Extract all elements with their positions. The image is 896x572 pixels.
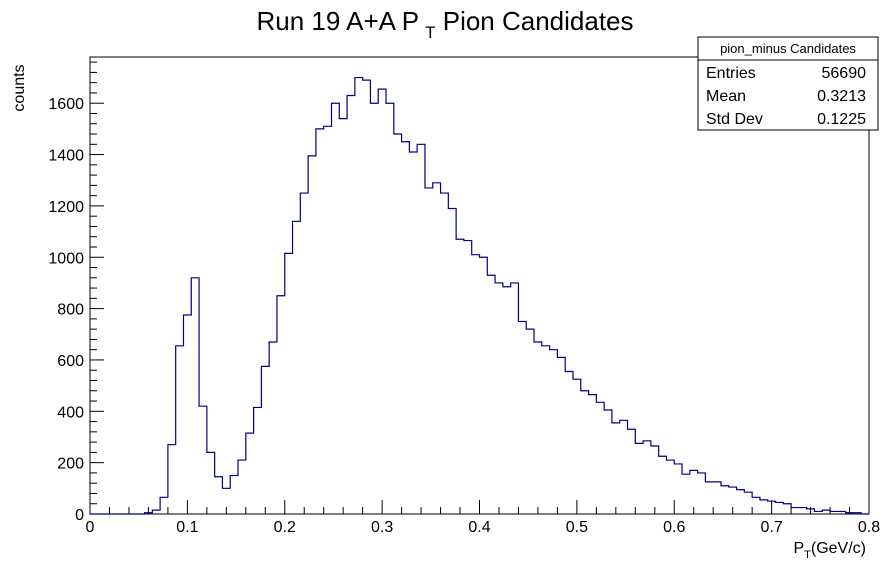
y-tick-label: 600 xyxy=(57,353,84,370)
x-tick-label: 0.4 xyxy=(468,519,490,536)
y-tick-label: 1000 xyxy=(48,250,84,267)
y-tick-label: 1200 xyxy=(48,199,84,216)
y-tick-label: 400 xyxy=(57,404,84,421)
x-axis-label-suffix: (GeV/c) xyxy=(811,540,866,557)
stats-entries-label: Entries xyxy=(706,65,756,82)
y-tick-label: 1600 xyxy=(48,96,84,113)
stats-mean-label: Mean xyxy=(706,88,746,105)
x-tick-label: 0.8 xyxy=(858,519,880,536)
x-tick-label: 0.6 xyxy=(663,519,685,536)
stats-entries-value: 56690 xyxy=(822,65,867,82)
x-tick-label: 0.3 xyxy=(371,519,393,536)
x-axis-label-main: P xyxy=(793,540,804,557)
stats-box: pion_minus Candidates Entries 56690 Mean… xyxy=(697,36,879,131)
y-tick-label: 0 xyxy=(75,507,84,524)
x-tick-label: 0.7 xyxy=(761,519,783,536)
stats-box-frame xyxy=(697,36,879,131)
y-tick-label: 800 xyxy=(57,302,84,319)
stats-box-title: pion_minus Candidates xyxy=(720,41,856,56)
x-tick-label: 0.1 xyxy=(176,519,198,536)
y-axis-label: counts xyxy=(11,64,28,111)
chart-title-subscript: T xyxy=(425,23,435,42)
y-tick-label: 200 xyxy=(57,456,84,473)
x-axis-label: PT(GeV/c) xyxy=(793,540,866,561)
x-tick-label: 0 xyxy=(86,519,95,536)
x-tick-label: 0.5 xyxy=(566,519,588,536)
stats-mean-value: 0.3213 xyxy=(817,88,866,105)
chart-title-main: Run 19 A+A P xyxy=(256,6,419,36)
chart-title-suffix: Pion Candidates xyxy=(436,6,634,36)
x-axis-label-subscript: T xyxy=(804,549,811,561)
stats-stddev-value: 0.1225 xyxy=(817,111,866,128)
x-axis: 0 0.1 0.2 0.3 0.4 0.5 0.6 0.7 0.8 xyxy=(86,500,880,536)
histogram-series-line xyxy=(90,76,869,515)
x-tick-label: 0.2 xyxy=(274,519,296,536)
y-axis: 0 200 400 600 800 1000 1200 1400 1600 xyxy=(48,61,104,524)
stats-stddev-label: Std Dev xyxy=(706,111,763,128)
y-tick-label: 1400 xyxy=(48,148,84,165)
chart-title: Run 19 A+A P T Pion Candidates xyxy=(256,6,633,42)
